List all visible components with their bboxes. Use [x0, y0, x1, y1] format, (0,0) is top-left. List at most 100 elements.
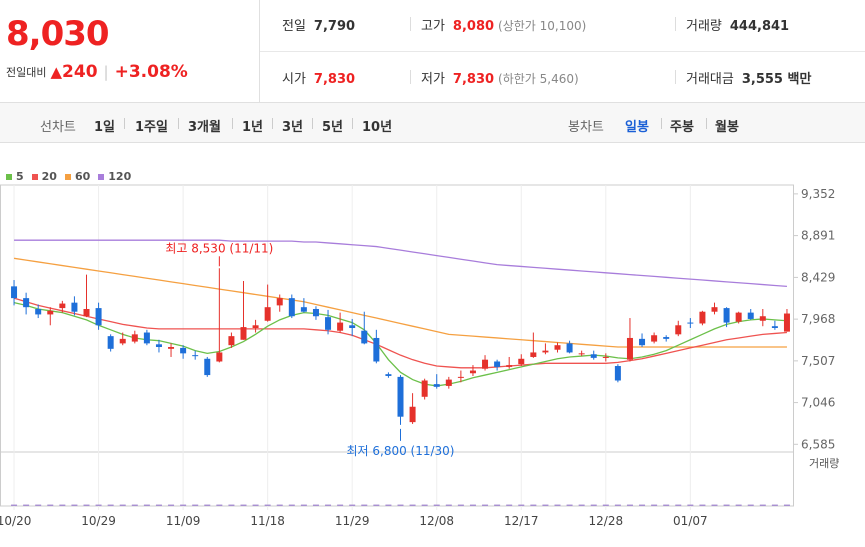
volume-bar [168, 504, 175, 506]
y-tick-label: 9,352 [801, 187, 835, 201]
x-tick-label: 10/29 [81, 514, 116, 528]
candle-body [409, 406, 416, 423]
volume-bar [651, 504, 658, 506]
change-percent: +3.08% [114, 62, 188, 82]
candle-body [312, 308, 319, 317]
volume-bar [614, 504, 621, 506]
candle-option-monthly[interactable]: 월봉 [715, 120, 739, 135]
upper-limit: (상한가 10,100) [498, 19, 587, 33]
low-label: 저가 [421, 72, 445, 87]
divider [410, 17, 411, 31]
volume-bar [687, 504, 694, 506]
candle-body [143, 332, 150, 344]
volume-bar [155, 504, 162, 506]
divider [661, 118, 662, 129]
change-separator: | [103, 63, 109, 81]
divider [410, 70, 411, 84]
candle-body [373, 337, 380, 362]
line-option-3m[interactable]: 3개월 [188, 120, 221, 135]
volume-bar [759, 504, 766, 506]
x-tick-label: 10/20 [0, 514, 31, 528]
candle-body [23, 298, 30, 308]
volume-bar [421, 504, 428, 506]
divider [352, 118, 353, 129]
volume-value: 444,841 [729, 19, 790, 34]
candle-body [131, 334, 138, 342]
line-option-1w[interactable]: 1주일 [135, 120, 168, 135]
candle-body [349, 325, 356, 329]
candle-option-daily[interactable]: 일봉 [625, 120, 649, 135]
candle-body [699, 311, 706, 324]
candle-body [119, 338, 126, 344]
volume-bar [11, 504, 18, 506]
candle-body [675, 325, 682, 335]
volume-bar [107, 504, 114, 506]
volume-bar [59, 504, 66, 506]
volume-bar [95, 504, 102, 506]
candle-option-weekly[interactable]: 주봉 [670, 120, 694, 135]
line-option-10y[interactable]: 10년 [362, 120, 393, 135]
volume-bar [735, 504, 742, 506]
volume-bar [228, 504, 235, 506]
volume-bar [143, 504, 150, 506]
volume-bar [433, 504, 440, 506]
volume-bar [723, 504, 730, 506]
candle-body [747, 312, 754, 319]
line-option-5y[interactable]: 5년 [322, 120, 344, 135]
legend-item-ma20: 20 [31, 170, 57, 183]
y-tick-label: 7,046 [801, 396, 835, 410]
volume-bar [119, 504, 126, 506]
volume-bar [482, 504, 489, 506]
line-option-3y[interactable]: 3년 [282, 120, 304, 135]
line-option-1y[interactable]: 1년 [242, 120, 264, 135]
candle-body [421, 380, 428, 397]
volume-bar [325, 504, 332, 506]
low-value: 7,830 [452, 72, 495, 87]
volume-bar [192, 504, 199, 506]
high-annotation: 최고 8,530 (11/11) [165, 241, 273, 255]
volume-bar [578, 504, 585, 506]
volume-bar [264, 504, 271, 506]
trade-amount: 거래대금 3,555 백만 [686, 68, 811, 87]
volume-bar [240, 504, 247, 506]
candle-body [469, 370, 476, 374]
candle-body [542, 350, 549, 353]
series-line-ma60 [13, 257, 787, 348]
candle-body [168, 347, 175, 349]
candle-body [59, 303, 66, 309]
volume-frame [0, 451, 794, 507]
volume-bar [337, 504, 344, 506]
candle-body [771, 326, 778, 329]
candle-body [590, 354, 597, 358]
legend-swatch [6, 173, 12, 180]
prev-close: 전일 7,790 [282, 15, 355, 34]
candle-body [397, 376, 404, 417]
candle-body [445, 379, 452, 386]
volume-bar [35, 504, 42, 506]
current-price: 8,030 [6, 14, 110, 54]
candle-body [11, 286, 18, 299]
open-value: 7,830 [313, 72, 356, 87]
candle-body [735, 312, 742, 322]
volume-bar [409, 504, 416, 506]
candle-body [711, 307, 718, 312]
candle-body [554, 345, 561, 350]
volume-bar [457, 504, 464, 506]
candle-body [300, 307, 307, 312]
volume-bar [711, 504, 718, 506]
legend-item-ma5: 5 [6, 170, 24, 183]
volume-bar [506, 504, 513, 506]
candle-body [651, 335, 658, 342]
line-option-1d[interactable]: 1일 [94, 120, 116, 135]
candle-body [385, 374, 392, 376]
candle-body [433, 384, 440, 387]
stock-summary-panel: 8,030 전일대비 ▲ 240 | +3.08% 전일 7,790 고가 8,08… [0, 0, 865, 103]
candle-body [337, 322, 344, 331]
volume-bar [747, 504, 754, 506]
y-tick-label: 8,429 [801, 270, 835, 284]
x-tick-label: 12/08 [419, 514, 454, 528]
low-price: 저가 7,830 (하한가 5,460) [421, 68, 579, 87]
divider [124, 118, 125, 129]
volume-bar [494, 504, 501, 506]
volume-bar [530, 504, 537, 506]
